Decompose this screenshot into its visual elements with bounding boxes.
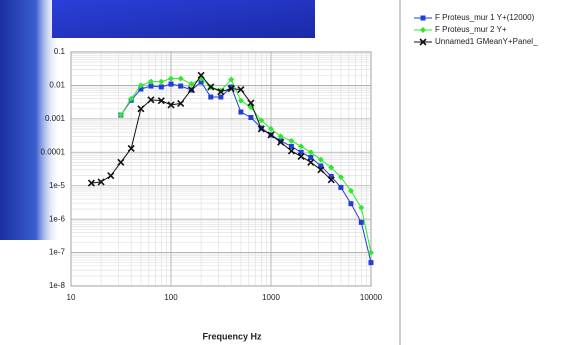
- y-tick-label: 1e-6: [49, 214, 66, 223]
- x-tick-label: 10: [67, 293, 76, 302]
- legend-label: F Proteus_mur 1 Y+(12000): [435, 13, 535, 22]
- x-tick-label: 100: [164, 293, 178, 302]
- data-point: [338, 185, 343, 190]
- y-tick-label: 1e-5: [49, 181, 66, 190]
- legend-marker: [420, 27, 426, 33]
- page: {"chart_data": {"type": "line", "xscale"…: [0, 0, 571, 345]
- data-point: [169, 82, 174, 87]
- data-point: [308, 155, 313, 160]
- header-image: [52, 0, 315, 38]
- y-tick-label: 0.1: [54, 47, 66, 56]
- legend-marker: [421, 16, 426, 21]
- data-point: [369, 260, 374, 265]
- x-tick-label: 1000: [262, 293, 280, 302]
- x-tick-label: 10000: [360, 293, 383, 302]
- data-point: [248, 115, 253, 120]
- y-tick-label: 1e-8: [49, 281, 66, 290]
- y-tick-label: 0.0001: [41, 147, 66, 156]
- data-point: [238, 110, 243, 115]
- data-point: [208, 95, 213, 100]
- chart: Frequency Hz 0.1 0.01 0.001 0.0001 1e-5 1e-6 1…: [0, 0, 571, 345]
- y-tick-label: 1e-7: [49, 248, 66, 257]
- data-point: [348, 201, 353, 206]
- legend-label: Unnamed1 GMeanY+Panel_: [435, 37, 538, 46]
- data-point: [359, 220, 364, 225]
- data-point: [178, 84, 183, 89]
- x-axis-title: Frequency Hz: [202, 331, 262, 341]
- y-tick-label: 0.001: [45, 114, 66, 123]
- data-point: [218, 95, 223, 100]
- legend-label: F Proteus_mur 2 Y+: [435, 25, 507, 34]
- data-point: [159, 84, 164, 89]
- y-tick-label: 0.01: [49, 81, 65, 90]
